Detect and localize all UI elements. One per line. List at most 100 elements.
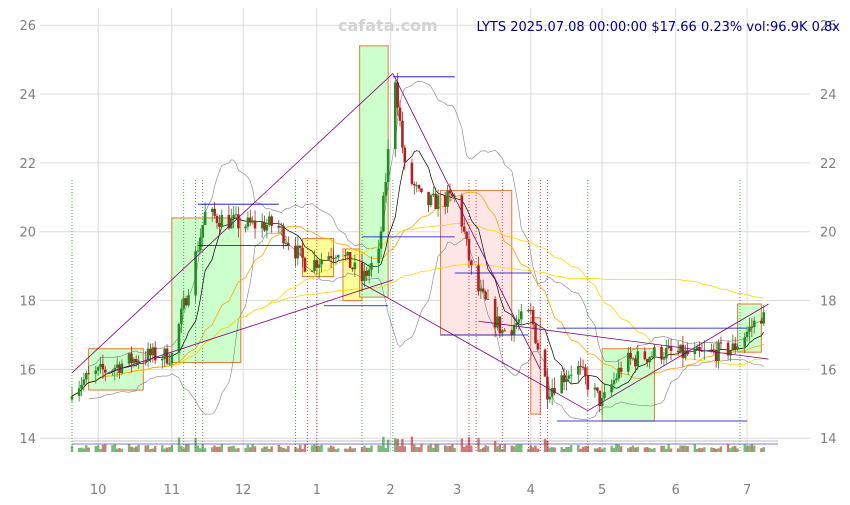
volume-bar [184,444,188,452]
volume-bar [379,445,383,452]
candle-body [194,251,197,296]
candle-body [534,324,537,344]
candle-body [567,375,571,379]
volume-bar [565,447,568,452]
volume-bar [96,445,100,452]
candle-body [363,270,366,282]
candle-body [417,185,421,189]
y-tick-label-right: 22 [820,157,837,172]
volume-bar [460,438,464,452]
volume-bar [498,444,502,452]
candle-body [180,308,183,325]
candle-body [515,322,518,325]
volume-bar [353,447,357,452]
candle-body [610,384,613,393]
trend-line [361,283,589,412]
candle-body [465,231,468,239]
volume-bar [629,446,632,452]
volume-bar [118,448,121,452]
candle-body [301,247,304,258]
volume-bar [726,444,730,452]
candle-body [393,82,397,150]
candle-body [267,216,271,225]
volume-bar [512,446,516,452]
candle-body [584,367,587,376]
volume-bar [213,445,216,452]
candle-body [401,120,404,148]
candle-body [248,217,252,223]
candle-body [144,360,147,362]
candle-body [451,193,454,197]
candle-body [365,270,369,276]
volume-bar [662,445,666,452]
pattern-box [359,45,389,298]
volume-bar [527,448,530,452]
volume-bar [631,445,635,452]
candle-body [177,324,181,354]
volume-bar [246,444,250,452]
volume-bar [470,445,473,452]
candle-body [196,250,200,252]
volume-bar [99,448,102,452]
volume-bar [227,446,231,452]
volume-bar [593,448,597,452]
x-tick-label: 1 [313,483,321,498]
y-tick-label-right: 18 [820,295,837,310]
candle-body [384,182,388,196]
candle-body [560,375,563,394]
volume-bar [503,444,506,452]
candle-body [683,350,687,358]
volume-bar [201,444,204,452]
volume-bar [220,444,223,452]
volume-bar [230,446,233,452]
candle-body [548,396,552,400]
volume-bar [301,448,304,452]
volume-bar [598,446,601,452]
candle-body [213,208,216,216]
volume-bar [163,448,166,452]
volume-bar [482,447,485,452]
volume-bar [610,445,613,452]
candle-body [598,390,602,407]
volume-bar [313,444,316,452]
candle-body [619,367,623,372]
x-tick-label: 10 [90,483,107,498]
y-tick-label-left: 16 [19,363,36,378]
volume-bar [170,445,174,452]
y-tick-label-right: 14 [820,432,837,447]
candle-body [251,220,254,223]
candle-body [227,214,231,229]
volume-bar [394,438,397,452]
volume-bar [562,448,566,452]
volume-bar [237,448,240,452]
volume-bar [736,448,739,452]
volume-bar [679,445,682,452]
candle-body [664,348,668,359]
volume-bar [546,440,549,452]
candle-body [237,214,240,229]
volume-bar [553,447,556,452]
candle-body [287,243,290,246]
volume-bar [386,439,390,452]
candle-body [367,269,371,276]
candle-body [284,243,288,245]
candle-body [313,260,316,271]
x-tick-label: 2 [386,483,394,498]
volume-bar [303,444,307,452]
mid-moving-average [71,191,764,397]
candle-body [80,384,83,389]
volume-bar [517,444,521,452]
candle-body [203,211,207,226]
candle-body [96,367,100,371]
volume-bar [536,448,540,452]
volume-bar [403,446,406,452]
candle-body [712,349,716,351]
candle-body [201,225,205,238]
volume-bar [703,447,706,452]
candle-body [653,347,656,357]
volume-bar [581,446,585,452]
volume-bar [444,445,447,452]
candle-body [153,347,157,361]
grid [40,8,810,452]
volume-bar [550,447,554,452]
